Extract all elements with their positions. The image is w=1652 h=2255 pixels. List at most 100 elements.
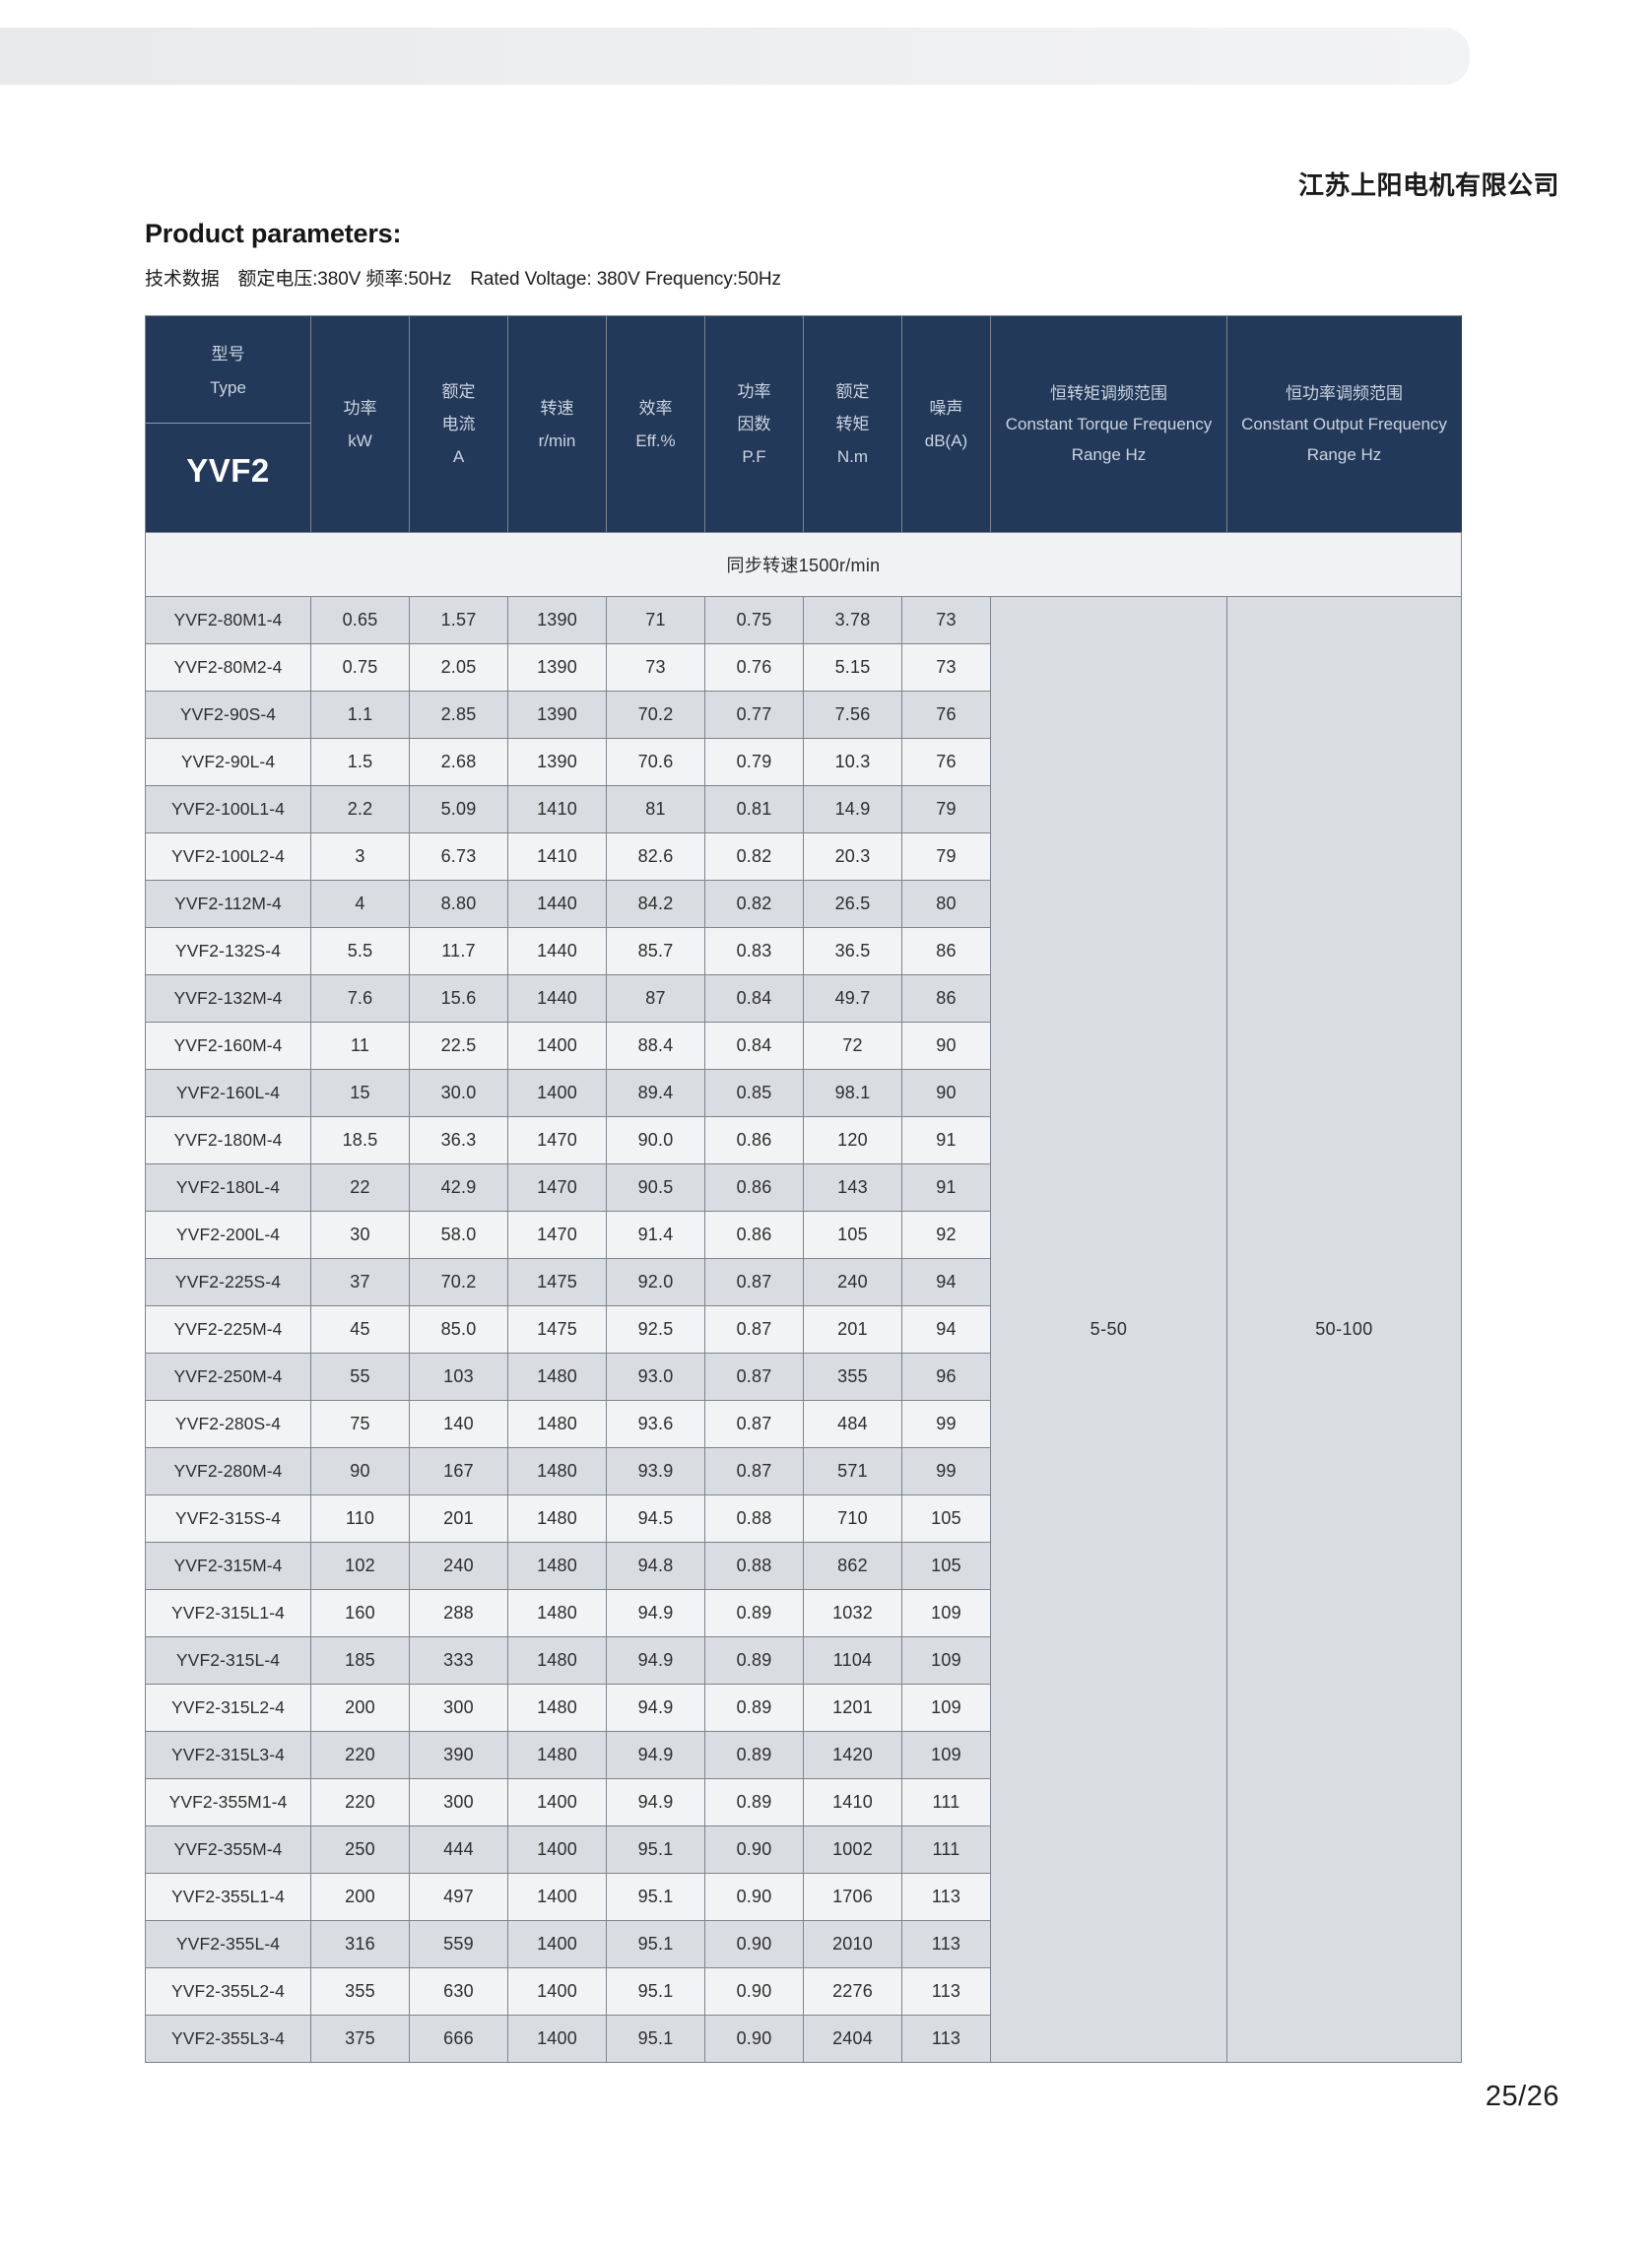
power-label-unit: kW [348, 431, 372, 450]
cell-model: YVF2-355L-4 [145, 1920, 311, 1969]
cell-db: 113 [901, 1920, 991, 1969]
cell-eff: 93.0 [606, 1353, 705, 1402]
cell-db: 113 [901, 2015, 991, 2064]
table-row: YVF2-112M-4 4 8.80 1440 84.2 0.82 26.5 80 [145, 880, 1462, 929]
sync-speed-row: 同步转速1500r/min [145, 532, 1462, 598]
cell-db: 96 [901, 1353, 991, 1402]
cell-kw: 2.2 [310, 785, 410, 834]
cell-model: YVF2-250M-4 [145, 1353, 311, 1402]
col-header-current: 额定 电流 A [409, 314, 508, 534]
table-row: YVF2-80M2-4 0.75 2.05 1390 73 0.76 5.15 73 [145, 643, 1462, 693]
cell-eff: 95.1 [606, 1825, 705, 1875]
cell-model: YVF2-280M-4 [145, 1447, 311, 1496]
cell-a: 300 [409, 1684, 508, 1733]
cell-eff: 70.2 [606, 691, 705, 740]
cell-a: 444 [409, 1825, 508, 1875]
cell-nm: 1002 [803, 1825, 902, 1875]
cell-nm: 1706 [803, 1873, 902, 1922]
cell-kw: 30 [310, 1211, 410, 1260]
cell-pf: 0.76 [704, 643, 804, 693]
cell-rpm: 1470 [507, 1163, 607, 1213]
cell-eff: 94.9 [606, 1589, 705, 1638]
cell-nm: 355 [803, 1353, 902, 1402]
cell-a: 6.73 [409, 832, 508, 882]
cell-eff: 70.6 [606, 738, 705, 787]
table-row: YVF2-315L1-4 160 288 1480 94.9 0.89 1032 109 [145, 1589, 1462, 1638]
cell-kw: 4 [310, 880, 410, 929]
cell-nm: 2276 [803, 1967, 902, 2017]
cell-model: YVF2-132S-4 [145, 927, 311, 976]
table-row: YVF2-200L-4 30 58.0 1470 91.4 0.86 105 92 [145, 1211, 1462, 1260]
cell-db: 109 [901, 1731, 991, 1780]
cell-eff: 90.0 [606, 1116, 705, 1165]
cell-model: YVF2-112M-4 [145, 880, 311, 929]
cell-eff: 92.0 [606, 1258, 705, 1307]
cell-db: 111 [901, 1778, 991, 1827]
cell-a: 300 [409, 1778, 508, 1827]
ct-label-cn: 恒转矩调频范围 [1050, 383, 1167, 403]
cell-db: 111 [901, 1825, 991, 1875]
cell-kw: 355 [310, 1967, 410, 2017]
cell-model: YVF2-100L1-4 [145, 785, 311, 834]
cell-constant-torque-range: 5-50 [990, 596, 1227, 2064]
cell-kw: 11 [310, 1022, 410, 1071]
cell-eff: 81 [606, 785, 705, 834]
cell-nm: 1201 [803, 1684, 902, 1733]
pf-label-cn1: 功率 [737, 381, 771, 401]
cell-pf: 0.89 [704, 1731, 804, 1780]
cell-eff: 95.1 [606, 2015, 705, 2064]
cell-kw: 110 [310, 1494, 410, 1544]
cell-eff: 88.4 [606, 1022, 705, 1071]
cell-rpm: 1480 [507, 1636, 607, 1686]
cell-a: 497 [409, 1873, 508, 1922]
cell-kw: 160 [310, 1589, 410, 1638]
cell-rpm: 1400 [507, 1873, 607, 1922]
cell-model: YVF2-315M-4 [145, 1542, 311, 1591]
cell-rpm: 1400 [507, 1069, 607, 1118]
cell-db: 90 [901, 1069, 991, 1118]
cell-kw: 316 [310, 1920, 410, 1969]
eff-label-cn: 效率 [638, 398, 673, 418]
cell-eff: 94.8 [606, 1542, 705, 1591]
cell-pf: 0.90 [704, 1825, 804, 1875]
table-header: 型号 Type YVF2 功率 kW 额定 电流 A [145, 314, 1462, 534]
table-row: YVF2-315L2-4 200 300 1480 94.9 0.89 1201 109 [145, 1684, 1462, 1733]
cell-kw: 200 [310, 1873, 410, 1922]
cell-nm: 120 [803, 1116, 902, 1165]
cell-model: YVF2-90S-4 [145, 691, 311, 740]
cell-pf: 0.79 [704, 738, 804, 787]
cell-rpm: 1480 [507, 1684, 607, 1733]
cell-a: 2.05 [409, 643, 508, 693]
noise-label-cn: 噪声 [929, 398, 963, 418]
cell-eff: 95.1 [606, 1920, 705, 1969]
cell-eff: 90.5 [606, 1163, 705, 1213]
co-label-en: Constant Output Frequency Range Hz [1241, 414, 1447, 465]
table-row: YVF2-315S-4 110 201 1480 94.5 0.88 710 105 [145, 1494, 1462, 1544]
col-header-power: 功率 kW [310, 314, 410, 534]
current-label-unit: A [452, 447, 465, 467]
table-row: YVF2-90S-4 1.1 2.85 1390 70.2 0.77 7.56 76 [145, 691, 1462, 740]
col-header-type: 型号 Type YVF2 [145, 314, 311, 534]
cell-db: 79 [901, 785, 991, 834]
col-header-efficiency: 效率 Eff.% [606, 314, 705, 534]
cell-eff: 94.5 [606, 1494, 705, 1544]
cell-a: 2.68 [409, 738, 508, 787]
cell-rpm: 1480 [507, 1494, 607, 1544]
cell-db: 105 [901, 1494, 991, 1544]
col-header-speed: 转速 r/min [507, 314, 607, 534]
cell-model: YVF2-280S-4 [145, 1400, 311, 1449]
cell-model: YVF2-315L2-4 [145, 1684, 311, 1733]
cell-kw: 0.75 [310, 643, 410, 693]
table-row: YVF2-355M-4 250 444 1400 95.1 0.90 1002 111 [145, 1825, 1462, 1875]
cell-db: 86 [901, 927, 991, 976]
cell-db: 91 [901, 1116, 991, 1165]
cell-pf: 0.89 [704, 1589, 804, 1638]
cell-nm: 72 [803, 1022, 902, 1071]
cell-nm: 1420 [803, 1731, 902, 1780]
cell-pf: 0.86 [704, 1163, 804, 1213]
cell-nm: 10.3 [803, 738, 902, 787]
cell-model: YVF2-355L2-4 [145, 1967, 311, 2017]
cell-model: YVF2-355M1-4 [145, 1778, 311, 1827]
current-label-cn1: 额定 [441, 381, 476, 401]
cell-kw: 18.5 [310, 1116, 410, 1165]
